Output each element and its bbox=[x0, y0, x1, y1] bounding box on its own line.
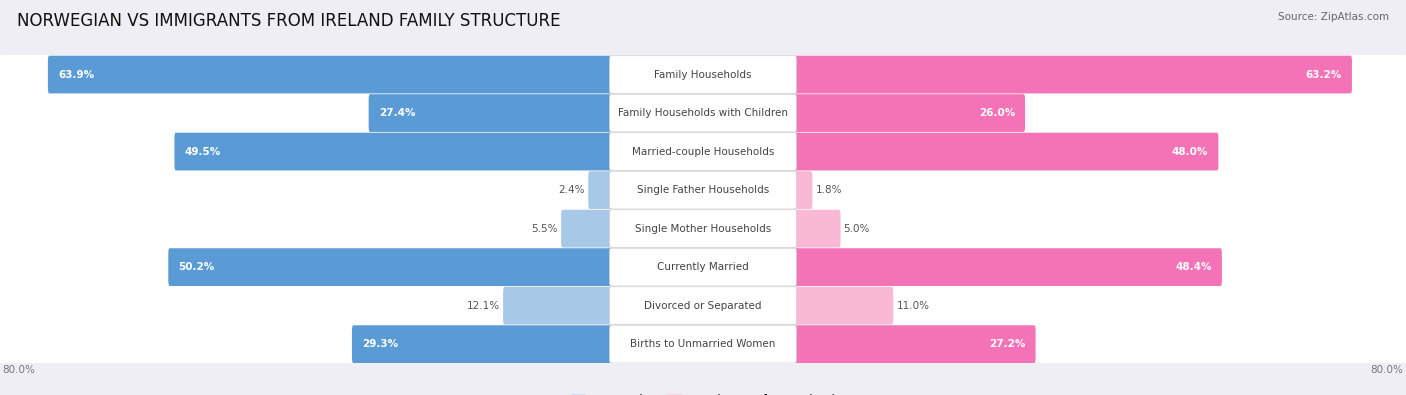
FancyBboxPatch shape bbox=[0, 125, 1406, 179]
FancyBboxPatch shape bbox=[609, 133, 797, 171]
FancyBboxPatch shape bbox=[561, 210, 612, 248]
FancyBboxPatch shape bbox=[794, 171, 813, 209]
FancyBboxPatch shape bbox=[352, 325, 612, 363]
Text: 27.4%: 27.4% bbox=[378, 108, 415, 118]
FancyBboxPatch shape bbox=[794, 325, 1036, 363]
FancyBboxPatch shape bbox=[169, 248, 612, 286]
Text: 63.2%: 63.2% bbox=[1306, 70, 1341, 79]
FancyBboxPatch shape bbox=[609, 210, 797, 248]
FancyBboxPatch shape bbox=[609, 94, 797, 132]
Text: Single Mother Households: Single Mother Households bbox=[636, 224, 770, 233]
Text: Divorced or Separated: Divorced or Separated bbox=[644, 301, 762, 310]
FancyBboxPatch shape bbox=[48, 56, 612, 94]
FancyBboxPatch shape bbox=[794, 56, 1353, 94]
Text: 63.9%: 63.9% bbox=[58, 70, 94, 79]
Text: Births to Unmarried Women: Births to Unmarried Women bbox=[630, 339, 776, 349]
Text: 5.0%: 5.0% bbox=[844, 224, 870, 233]
FancyBboxPatch shape bbox=[609, 171, 797, 209]
Text: 29.3%: 29.3% bbox=[363, 339, 398, 349]
FancyBboxPatch shape bbox=[368, 94, 612, 132]
FancyBboxPatch shape bbox=[609, 248, 797, 286]
FancyBboxPatch shape bbox=[503, 287, 612, 325]
Text: 12.1%: 12.1% bbox=[467, 301, 501, 310]
Text: 26.0%: 26.0% bbox=[979, 108, 1015, 118]
FancyBboxPatch shape bbox=[794, 248, 1222, 286]
Text: 27.2%: 27.2% bbox=[990, 339, 1025, 349]
FancyBboxPatch shape bbox=[794, 210, 841, 248]
Legend: Norwegian, Immigrants from Ireland: Norwegian, Immigrants from Ireland bbox=[571, 394, 835, 395]
Text: 5.5%: 5.5% bbox=[531, 224, 558, 233]
FancyBboxPatch shape bbox=[794, 133, 1219, 171]
Text: 80.0%: 80.0% bbox=[3, 365, 35, 375]
FancyBboxPatch shape bbox=[0, 163, 1406, 217]
Text: NORWEGIAN VS IMMIGRANTS FROM IRELAND FAMILY STRUCTURE: NORWEGIAN VS IMMIGRANTS FROM IRELAND FAM… bbox=[17, 12, 561, 30]
FancyBboxPatch shape bbox=[0, 48, 1406, 102]
FancyBboxPatch shape bbox=[0, 201, 1406, 256]
Text: 50.2%: 50.2% bbox=[179, 262, 215, 272]
Text: 48.0%: 48.0% bbox=[1173, 147, 1208, 156]
FancyBboxPatch shape bbox=[0, 317, 1406, 371]
Text: Family Households: Family Households bbox=[654, 70, 752, 79]
Text: 80.0%: 80.0% bbox=[1371, 365, 1403, 375]
Text: Single Father Households: Single Father Households bbox=[637, 185, 769, 195]
FancyBboxPatch shape bbox=[0, 86, 1406, 140]
Text: Family Households with Children: Family Households with Children bbox=[619, 108, 787, 118]
Text: 49.5%: 49.5% bbox=[184, 147, 221, 156]
FancyBboxPatch shape bbox=[794, 287, 893, 325]
FancyBboxPatch shape bbox=[588, 171, 612, 209]
Text: Married-couple Households: Married-couple Households bbox=[631, 147, 775, 156]
FancyBboxPatch shape bbox=[609, 325, 797, 363]
FancyBboxPatch shape bbox=[794, 94, 1025, 132]
Text: Currently Married: Currently Married bbox=[657, 262, 749, 272]
FancyBboxPatch shape bbox=[0, 279, 1406, 333]
FancyBboxPatch shape bbox=[609, 287, 797, 325]
Text: 1.8%: 1.8% bbox=[815, 185, 842, 195]
Text: 48.4%: 48.4% bbox=[1175, 262, 1212, 272]
FancyBboxPatch shape bbox=[609, 56, 797, 94]
FancyBboxPatch shape bbox=[174, 133, 612, 171]
FancyBboxPatch shape bbox=[0, 240, 1406, 294]
Text: 11.0%: 11.0% bbox=[897, 301, 929, 310]
Text: Source: ZipAtlas.com: Source: ZipAtlas.com bbox=[1278, 12, 1389, 22]
Text: 2.4%: 2.4% bbox=[558, 185, 585, 195]
